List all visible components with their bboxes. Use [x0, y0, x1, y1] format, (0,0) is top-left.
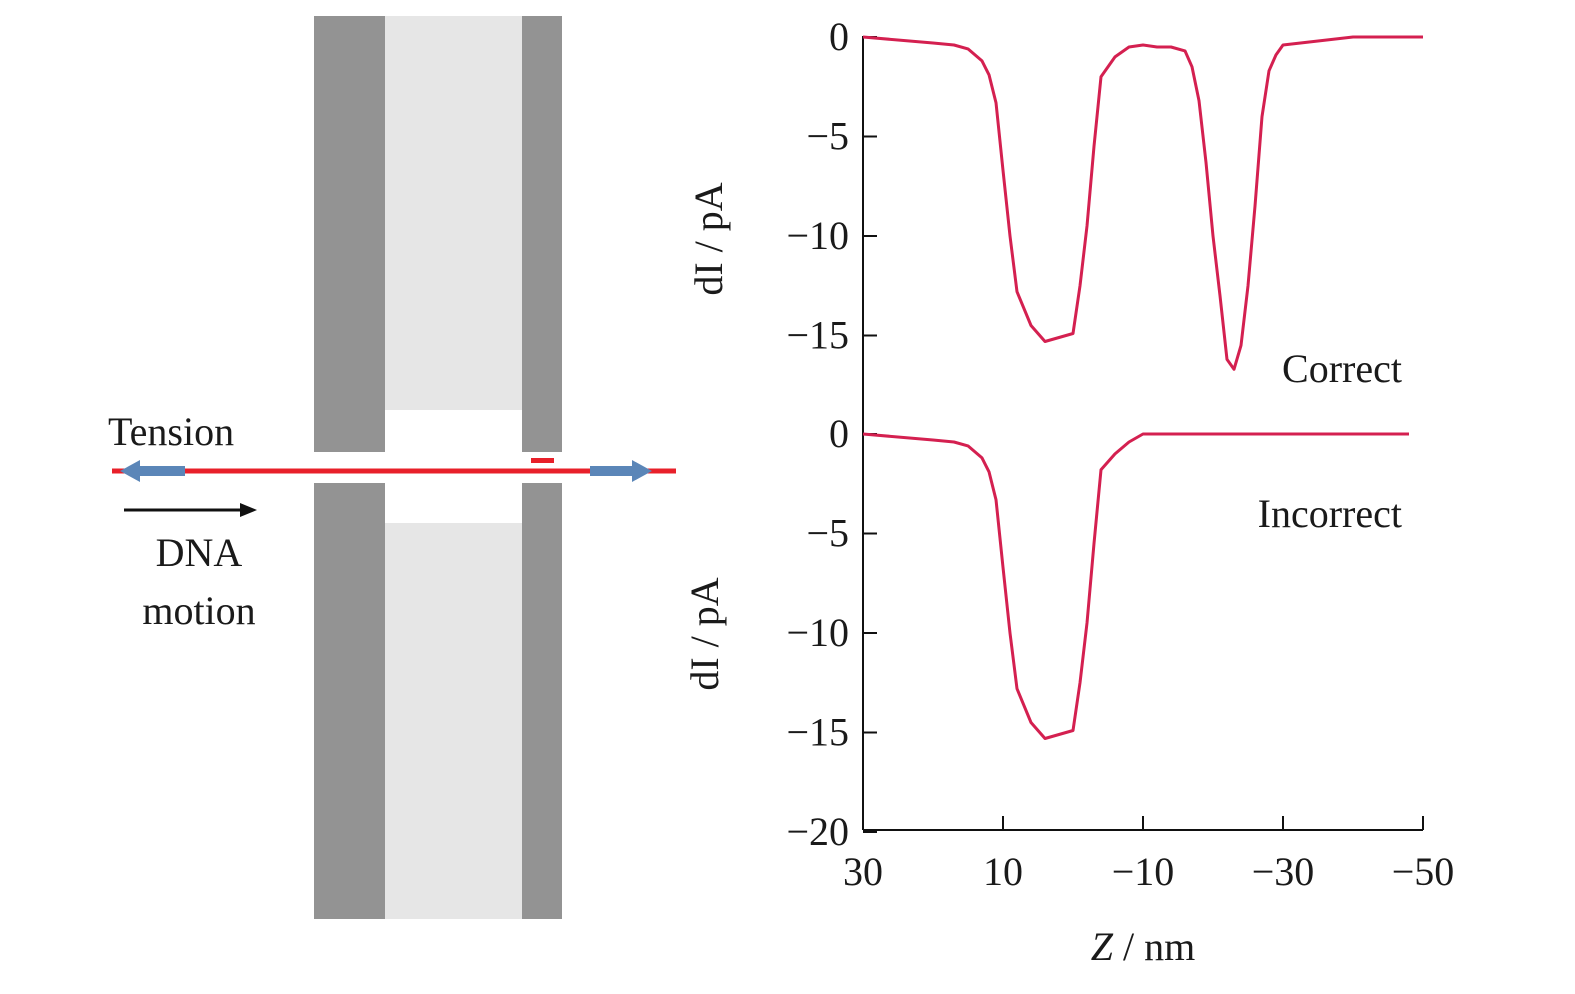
ylabel-top: dI / pA: [686, 182, 731, 295]
tension-arrow-left: [120, 460, 185, 482]
xtick-label: 10: [983, 849, 1023, 894]
ytick-label: 0: [829, 14, 849, 59]
xtick-label: −10: [1112, 849, 1175, 894]
upper-gap-region: [385, 16, 522, 410]
ytick-label: −10: [786, 610, 849, 655]
upper-right-electrode: [522, 16, 562, 452]
ytick-label: −15: [786, 313, 849, 358]
tension-arrow-right-shape: [590, 460, 652, 482]
ytick-label: −5: [806, 114, 849, 159]
xtick-label: 30: [843, 849, 883, 894]
tension-arrow-right: [590, 460, 652, 482]
dna-motion-label-line1: DNA: [156, 530, 243, 575]
tension-label: Tension: [108, 409, 234, 454]
ytick-label: −20: [786, 809, 849, 854]
motion-arrow: [124, 503, 257, 517]
ytick-label: −15: [786, 710, 849, 755]
xtick-label: −30: [1252, 849, 1315, 894]
lower-gap-region: [385, 523, 522, 919]
dna-motion-label-line2: motion: [142, 588, 255, 633]
series-line-top: [862, 35, 1423, 371]
tension-arrow-left-shape: [120, 460, 185, 482]
lower-right-electrode: [522, 483, 562, 919]
series-layer: [862, 35, 1423, 740]
dna-marker: [531, 458, 554, 463]
ylabel-bottom: dI / pA: [682, 577, 727, 690]
series-line-bottom: [862, 432, 1409, 740]
ytick-label: −10: [786, 213, 849, 258]
xtick-label: −50: [1392, 849, 1455, 894]
motion-arrow-head: [240, 503, 257, 517]
xlabel: Z / nm: [1091, 924, 1195, 969]
nanogap-schematic: Tension DNA motion: [108, 16, 676, 919]
ytick-label: 0: [829, 411, 849, 456]
annotation-incorrect: Incorrect: [1258, 491, 1402, 536]
upper-left-electrode: [314, 16, 385, 452]
annotation-correct: Correct: [1282, 346, 1402, 391]
lower-left-electrode: [314, 483, 385, 919]
ytick-label: −5: [806, 511, 849, 556]
